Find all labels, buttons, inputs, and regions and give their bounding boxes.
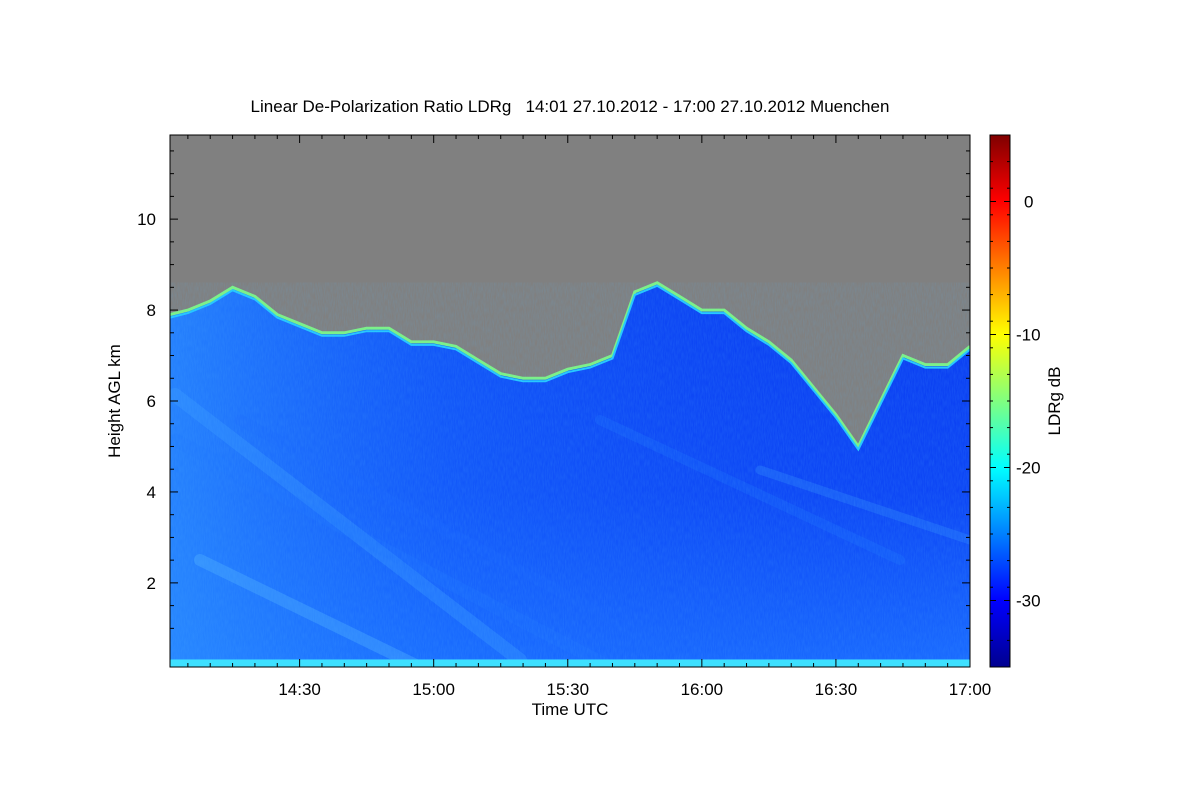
y-tick-label: 2 [147, 574, 156, 593]
x-axis-ticks: 14:30 15:00 15:30 16:00 16:30 17:00 [187, 135, 992, 699]
x-tick-label: 15:30 [546, 680, 589, 699]
colorbar-tick-label: -20 [1016, 459, 1041, 478]
x-tick-label: 16:00 [681, 680, 724, 699]
cloud-top-edge-inner [170, 284, 970, 452]
y-tick-label: 8 [147, 301, 156, 320]
y-tick-label: 6 [147, 392, 156, 411]
colorbar-label: LDRg dB [1045, 367, 1064, 436]
x-tick-label: 15:00 [412, 680, 455, 699]
axes: 14:30 15:00 15:30 16:00 16:30 17:00 2 4 6 8 10 [137, 134, 992, 699]
colorbar-ticks: 0 -10 -20 -30 [990, 134, 1041, 668]
colorbar-tick-label: -10 [1016, 326, 1041, 345]
chart-title: Linear De-Polarization Ratio LDRg 14:01 … [250, 97, 890, 116]
y-tick-label: 4 [147, 483, 156, 502]
x-tick-label: 14:30 [278, 680, 321, 699]
near-surface-layer [170, 659, 970, 667]
x-tick-label: 17:00 [949, 680, 992, 699]
colorbar: 0 -10 -20 -30 LDRg dB [989, 134, 1064, 668]
y-axis-ticks: 2 4 6 8 10 [137, 150, 970, 629]
x-axis-label: Time UTC [532, 700, 609, 719]
x-tick-label: 16:30 [815, 680, 858, 699]
colorbar-tick-label: -30 [1016, 592, 1041, 611]
cloud-top-edge [170, 281, 970, 450]
y-axis-label: Height AGL km [105, 344, 124, 458]
cloud-texture [170, 282, 970, 667]
colorbar-tick-label: 0 [1024, 193, 1033, 212]
y-tick-label: 10 [137, 210, 156, 229]
